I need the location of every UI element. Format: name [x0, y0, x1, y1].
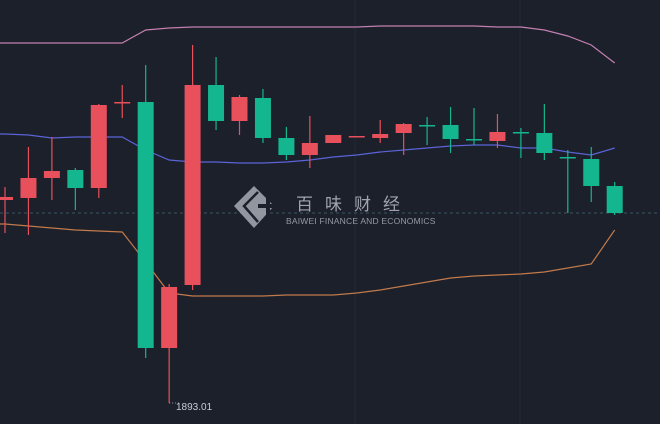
candle-up	[395, 124, 412, 133]
band-upper-line	[0, 25, 616, 64]
watermark-chinese: 百味财经	[296, 195, 412, 214]
candle-down	[442, 125, 459, 139]
candle-up	[161, 287, 178, 348]
candle-up	[372, 134, 389, 138]
candle-up	[489, 132, 506, 141]
baiwei-logo-icon	[234, 186, 278, 228]
candle-up	[325, 135, 342, 143]
candle-up	[231, 97, 248, 121]
watermark-english: BAIWEI FINANCE AND ECONOMICS	[286, 216, 436, 226]
candle-down	[583, 159, 600, 186]
candle-down	[254, 98, 271, 138]
candle-down	[278, 138, 295, 155]
candle-up	[0, 197, 13, 200]
candle-down	[512, 132, 529, 134]
candle-down	[137, 102, 154, 348]
band-middle-line	[0, 133, 615, 164]
candle-up	[43, 171, 60, 178]
candle-up	[348, 136, 365, 138]
candle-down	[466, 139, 482, 141]
band-lower-line	[0, 223, 616, 297]
candle-down	[559, 157, 576, 159]
low-price-label: 1893.01	[176, 402, 213, 413]
candle-up	[184, 85, 201, 285]
candle-up	[301, 143, 318, 155]
candle-up	[20, 178, 37, 198]
candle-down	[67, 170, 84, 188]
candle-down	[208, 85, 225, 121]
candle-down	[419, 125, 436, 127]
candle-down	[606, 186, 623, 213]
candle-up	[114, 102, 131, 104]
watermark: 百味财经 BAIWEI FINANCE AND ECONOMICS	[232, 184, 435, 230]
candle-up	[90, 105, 107, 188]
candle-down	[536, 133, 553, 153]
